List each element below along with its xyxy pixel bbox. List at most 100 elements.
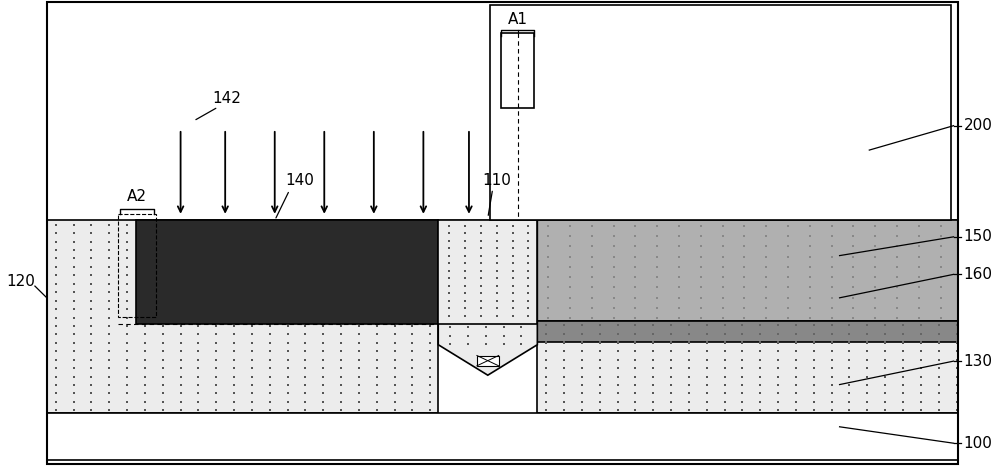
Point (387, 356, 403, 363)
Point (66, 297, 82, 304)
Point (845, 242, 861, 250)
Point (752, 314, 768, 321)
Point (592, 339, 608, 346)
Point (460, 231, 476, 238)
Point (913, 263, 929, 271)
Point (297, 238, 313, 245)
Point (556, 238, 572, 245)
Point (889, 253, 905, 260)
Point (824, 273, 840, 281)
Point (101, 272, 117, 279)
Point (770, 364, 786, 372)
Point (758, 222, 774, 229)
Point (369, 238, 385, 245)
Point (752, 331, 768, 338)
Point (584, 253, 600, 260)
Bar (136, 220, 438, 324)
Point (83, 398, 99, 406)
Point (496, 239, 512, 247)
Point (369, 398, 385, 406)
Point (369, 280, 385, 287)
Point (627, 253, 643, 260)
Point (137, 246, 153, 254)
Point (788, 322, 804, 329)
Point (895, 407, 911, 414)
Point (83, 348, 99, 355)
Point (627, 339, 643, 347)
Point (859, 339, 875, 347)
Point (802, 284, 818, 291)
Point (645, 356, 661, 363)
Point (226, 263, 242, 271)
Point (540, 284, 556, 291)
Point (913, 314, 929, 321)
Point (478, 332, 494, 340)
Point (681, 348, 697, 355)
Point (627, 221, 643, 228)
Point (610, 238, 626, 245)
Point (226, 272, 242, 279)
Point (155, 246, 171, 254)
Point (663, 330, 679, 338)
Point (83, 263, 99, 271)
Point (681, 288, 697, 296)
Point (562, 284, 578, 291)
Point (83, 381, 99, 389)
Point (627, 314, 643, 321)
Point (788, 255, 804, 262)
Point (931, 255, 947, 262)
Point (262, 263, 278, 271)
Point (824, 246, 840, 254)
Point (262, 255, 278, 262)
Point (173, 364, 189, 372)
Point (556, 356, 572, 363)
Point (627, 294, 643, 302)
Point (520, 289, 536, 297)
Point (226, 348, 242, 355)
Point (693, 263, 709, 271)
Point (315, 398, 331, 406)
Point (66, 305, 82, 313)
Point (841, 339, 857, 346)
Point (48, 246, 64, 254)
Point (505, 304, 521, 312)
Point (841, 364, 857, 372)
Bar (47, 413, 958, 460)
Point (556, 381, 572, 389)
Point (496, 273, 512, 280)
Point (208, 381, 224, 389)
Point (736, 315, 752, 322)
Point (645, 272, 661, 279)
Point (351, 246, 367, 254)
Point (681, 229, 697, 237)
Point (48, 348, 64, 355)
Point (877, 255, 893, 262)
Point (845, 232, 861, 240)
Point (627, 407, 643, 414)
Point (513, 290, 529, 297)
Point (824, 253, 840, 260)
Point (333, 238, 349, 245)
Point (280, 280, 296, 287)
Point (66, 221, 82, 228)
Point (671, 273, 687, 281)
Point (101, 314, 117, 321)
Point (788, 272, 804, 279)
Point (913, 272, 929, 279)
Point (824, 373, 840, 380)
Point (592, 390, 608, 397)
Point (387, 297, 403, 304)
Point (645, 322, 661, 329)
Point (913, 255, 929, 262)
Point (913, 373, 929, 380)
Point (645, 330, 661, 338)
Point (824, 263, 840, 271)
Point (859, 272, 875, 279)
Point (752, 381, 768, 389)
Point (574, 255, 590, 262)
Point (788, 280, 804, 287)
Point (441, 312, 457, 319)
Point (806, 246, 822, 254)
Point (513, 332, 529, 340)
Point (83, 364, 99, 372)
